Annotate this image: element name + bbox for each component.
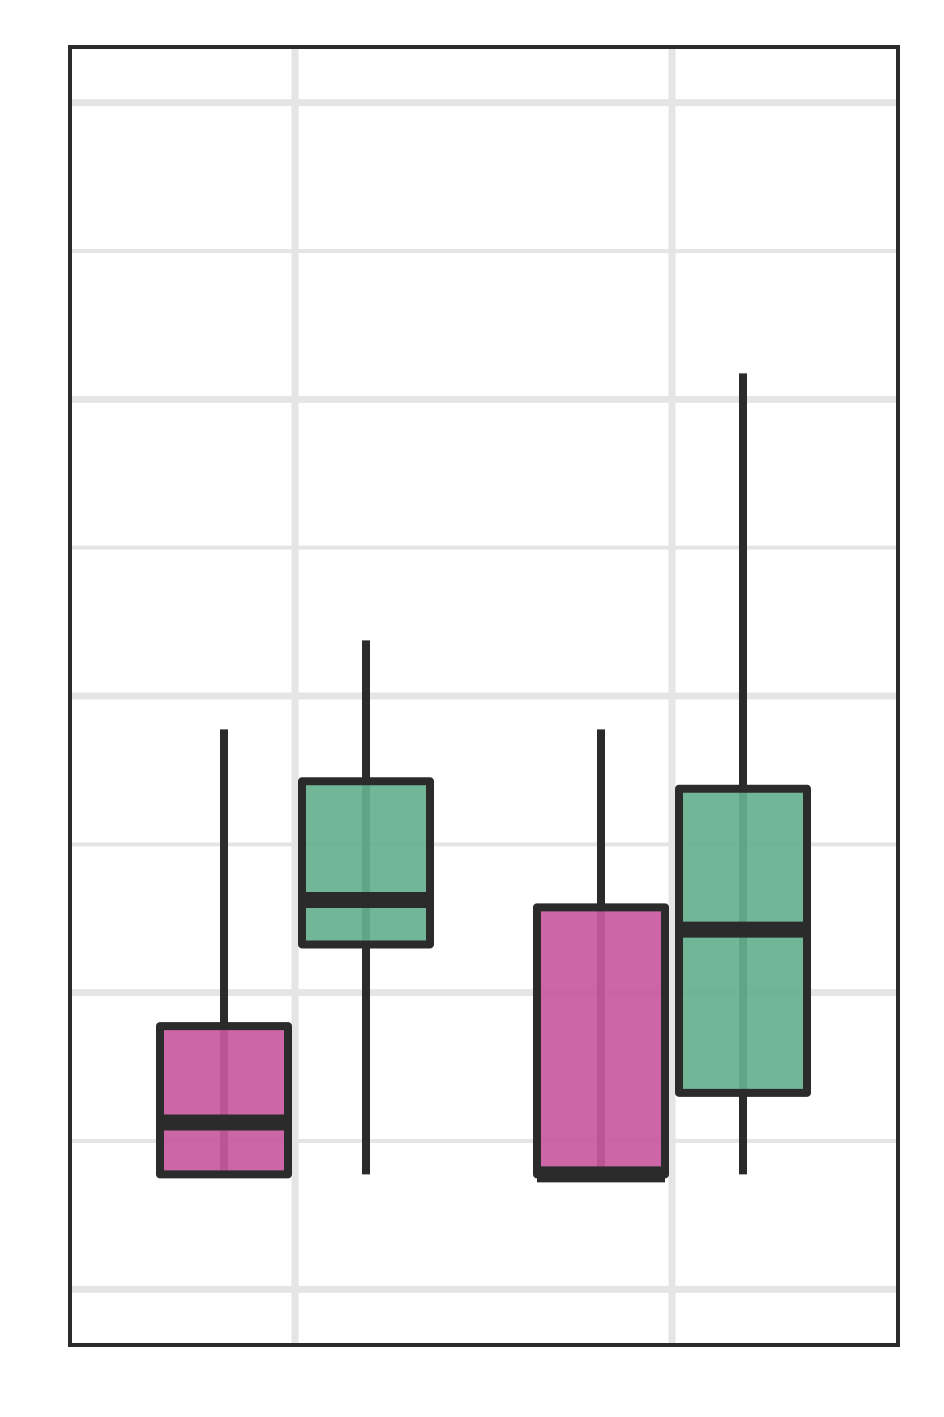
box-series (156, 373, 811, 1183)
grid-lines (70, 47, 898, 1345)
box-1-1 (156, 729, 292, 1179)
box-iqr (298, 777, 434, 949)
box-2-2 (675, 373, 811, 1175)
box-iqr (533, 903, 669, 1179)
box-iqr (675, 784, 811, 1097)
box-iqr (156, 1022, 292, 1179)
box-1-2 (533, 729, 669, 1183)
box-2-1 (298, 640, 434, 1175)
plot-frame (68, 45, 900, 1347)
